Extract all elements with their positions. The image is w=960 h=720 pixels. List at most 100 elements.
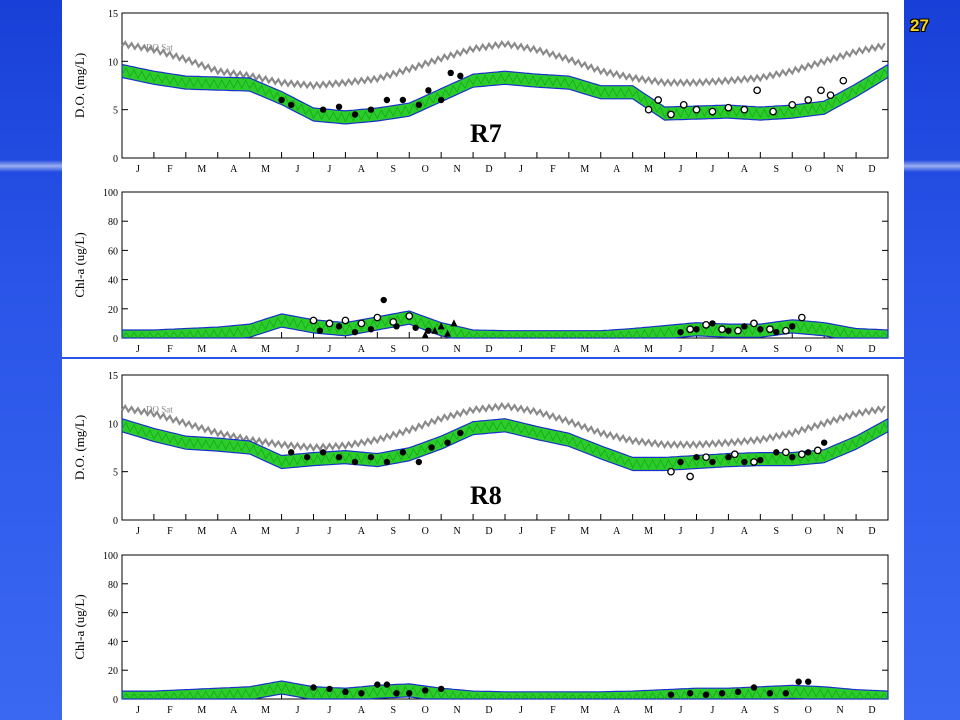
observed-point bbox=[319, 106, 327, 113]
x-tick-label: F bbox=[167, 344, 173, 355]
x-tick-label: A bbox=[358, 526, 366, 537]
panel-annotation: R7 bbox=[470, 119, 502, 148]
x-tick-label: A bbox=[741, 526, 749, 537]
observed-open-point bbox=[753, 86, 761, 95]
observed-point bbox=[457, 72, 464, 80]
x-tick-label: A bbox=[358, 164, 366, 175]
observed-point bbox=[741, 458, 748, 466]
observed-triangle-point bbox=[444, 329, 452, 337]
x-tick-label: J bbox=[296, 705, 300, 716]
x-tick-label: S bbox=[391, 526, 397, 537]
y-tick-label: 20 bbox=[108, 305, 118, 316]
x-tick-label: O bbox=[422, 344, 429, 355]
y-tick-label: 80 bbox=[108, 217, 118, 228]
observed-point bbox=[766, 690, 774, 697]
y-tick-label: 40 bbox=[108, 637, 118, 648]
observed-point bbox=[795, 678, 802, 685]
x-tick-label: A bbox=[741, 705, 749, 716]
x-tick-label: A bbox=[230, 344, 238, 355]
chart-4: 0 20 40 60 80 100 Chl-a (ug/L) J F M A M J J A S O N D J F M A… bbox=[72, 551, 889, 716]
x-tick-label: A bbox=[613, 526, 621, 537]
x-tick-label: D bbox=[868, 344, 875, 355]
observed-open-point bbox=[740, 105, 749, 114]
x-tick-label: J bbox=[711, 164, 715, 175]
x-tick-label: M bbox=[580, 344, 589, 355]
observed-point bbox=[805, 678, 812, 685]
x-tick-label: J bbox=[296, 344, 300, 355]
observed-point bbox=[725, 453, 732, 461]
observed-point bbox=[415, 101, 423, 109]
x-tick-label: J bbox=[136, 344, 140, 355]
observed-point bbox=[428, 444, 435, 451]
x-tick-label: M bbox=[580, 164, 589, 175]
observed-point bbox=[406, 690, 413, 697]
observed-point bbox=[351, 111, 359, 118]
x-tick-label: D bbox=[868, 526, 875, 537]
y-axis-label: D.O. (mg/L) bbox=[72, 53, 87, 118]
x-tick-label: A bbox=[613, 344, 621, 355]
plot-frame bbox=[121, 191, 889, 339]
observed-open-point bbox=[654, 96, 663, 104]
x-tick-label: D bbox=[485, 705, 492, 716]
x-tick-label: M bbox=[644, 344, 653, 355]
x-tick-label: M bbox=[644, 705, 653, 716]
observed-point bbox=[437, 96, 445, 104]
observed-point bbox=[367, 453, 375, 461]
observed-point bbox=[773, 449, 780, 456]
x-tick-label: N bbox=[837, 705, 844, 716]
x-tick-label: J bbox=[679, 164, 683, 175]
x-tick-label: O bbox=[805, 344, 812, 355]
observed-point bbox=[335, 103, 343, 110]
y-tick-label: 80 bbox=[108, 580, 118, 591]
x-tick-label: M bbox=[580, 526, 589, 537]
observed-point bbox=[693, 453, 700, 461]
observed-point bbox=[741, 323, 748, 330]
x-tick-label: J bbox=[136, 526, 140, 537]
x-tick-label: J bbox=[679, 344, 683, 355]
chart-2: 0 20 40 60 80 100 Chl-a (ug/L) J F M A M J J A S O N D J F M A… bbox=[72, 188, 889, 355]
x-tick-label: M bbox=[644, 526, 653, 537]
observed-open-point bbox=[686, 325, 694, 334]
observed-point bbox=[319, 449, 327, 456]
x-tick-label: M bbox=[261, 164, 270, 175]
observed-open-point bbox=[750, 458, 758, 466]
x-tick-label: A bbox=[358, 705, 366, 716]
observed-point bbox=[367, 326, 375, 333]
x-tick-label: J bbox=[328, 344, 332, 355]
observed-point bbox=[399, 449, 407, 456]
observed-point bbox=[820, 439, 828, 446]
observed-point bbox=[757, 326, 764, 333]
x-tick-label: F bbox=[167, 705, 173, 716]
observed-point bbox=[677, 328, 684, 336]
observed-open-point bbox=[724, 103, 733, 112]
x-tick-label: M bbox=[261, 705, 270, 716]
observed-open-point bbox=[734, 326, 742, 335]
observed-point bbox=[278, 96, 285, 104]
x-tick-label: S bbox=[774, 705, 780, 716]
x-tick-label: D bbox=[868, 164, 875, 175]
observed-point bbox=[693, 326, 700, 333]
x-tick-label: O bbox=[805, 526, 812, 537]
x-tick-label: J bbox=[519, 705, 523, 716]
x-tick-label: N bbox=[837, 526, 844, 537]
y-tick-label: 100 bbox=[103, 188, 118, 199]
observed-point bbox=[422, 687, 429, 694]
x-tick-label: O bbox=[805, 164, 812, 175]
x-tick-label: J bbox=[328, 705, 332, 716]
observed-point bbox=[709, 458, 716, 466]
observed-open-point bbox=[692, 105, 701, 114]
observed-open-point bbox=[708, 107, 717, 116]
x-tick-label: N bbox=[837, 344, 844, 355]
x-tick-label: N bbox=[454, 705, 461, 716]
observed-open-point bbox=[389, 318, 398, 326]
plot-frame bbox=[121, 554, 889, 700]
x-tick-label: N bbox=[454, 526, 461, 537]
observed-point bbox=[750, 684, 758, 691]
observed-point bbox=[677, 458, 684, 466]
observed-point bbox=[686, 690, 694, 697]
x-tick-label: S bbox=[391, 344, 397, 355]
panel-annotation: R8 bbox=[470, 481, 502, 510]
x-tick-label: J bbox=[296, 164, 300, 175]
observed-open-point bbox=[817, 86, 825, 95]
observed-point bbox=[393, 690, 400, 697]
